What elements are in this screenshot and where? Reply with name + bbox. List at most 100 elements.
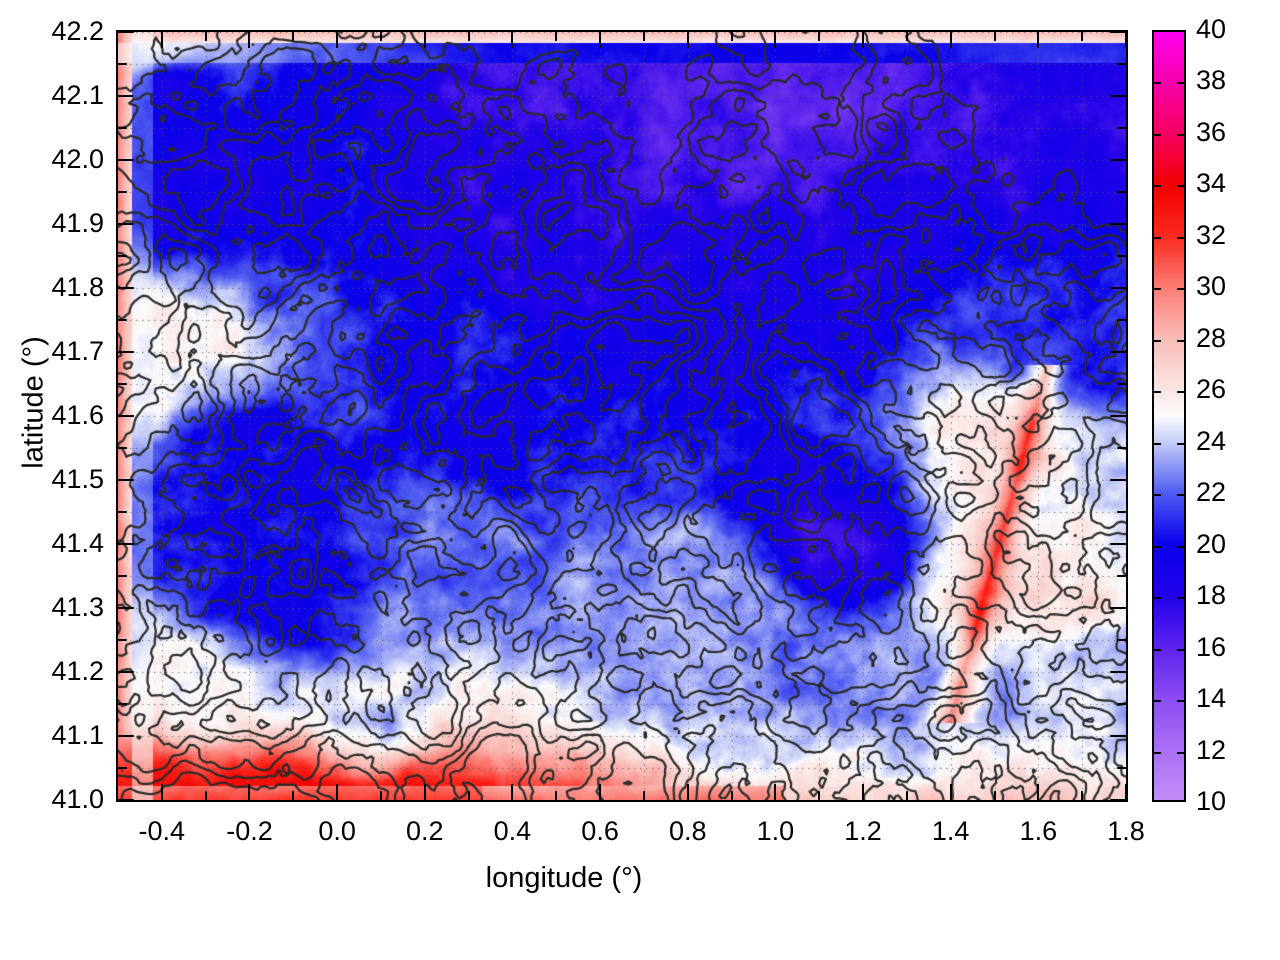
x-tick-label: 1.0 <box>756 816 795 846</box>
y-minor-tick <box>1117 319 1126 321</box>
x-tick-mark <box>336 784 339 800</box>
colorbar-tick-label: 20 <box>1196 528 1227 559</box>
x-tick-mark <box>1125 784 1127 800</box>
y-tick-mark-right <box>1110 287 1126 289</box>
y-tick-mark <box>118 479 134 481</box>
colorbar-tick-mark <box>1154 82 1161 85</box>
colorbar-tick-mark <box>1177 648 1184 651</box>
colorbar <box>1152 30 1186 802</box>
x-minor-tick <box>555 791 558 800</box>
x-tick-label: 0.0 <box>318 816 356 846</box>
y-tick-label: 41.8 <box>51 272 104 302</box>
y-tick-mark-right <box>1110 479 1126 481</box>
x-minor-tick <box>379 32 382 41</box>
x-minor-tick <box>1081 791 1084 800</box>
colorbar-tick-mark <box>1154 442 1161 445</box>
x-tick-mark <box>511 784 514 800</box>
x-tick-mark <box>423 784 426 800</box>
x-minor-tick <box>642 791 645 800</box>
y-tick-mark <box>118 415 134 417</box>
x-tick-label: -0.2 <box>226 816 273 846</box>
colorbar-tick-label: 30 <box>1196 271 1227 302</box>
y-minor-tick <box>1117 255 1126 257</box>
y-minor-tick <box>1117 511 1126 513</box>
y-minor-tick <box>1117 383 1126 385</box>
y-tick-label: 41.0 <box>51 784 104 814</box>
x-minor-tick <box>292 32 295 41</box>
x-tick-mark-top <box>511 32 514 48</box>
x-tick-mark <box>248 784 251 800</box>
plot-area <box>116 30 1128 802</box>
y-tick-label: 42.0 <box>51 144 104 174</box>
x-minor-tick <box>730 32 733 41</box>
colorbar-tick-label: 28 <box>1196 322 1227 353</box>
y-minor-tick <box>118 127 127 129</box>
x-tick-label: 1.8 <box>1107 816 1145 846</box>
colorbar-tick-mark <box>1154 133 1161 136</box>
y-tick-mark-right <box>1110 671 1126 673</box>
y-minor-tick <box>118 383 127 385</box>
y-tick-mark <box>118 159 134 161</box>
x-minor-tick <box>204 32 207 41</box>
y-minor-tick <box>118 255 127 257</box>
colorbar-tick-mark <box>1177 545 1184 548</box>
y-tick-mark <box>118 31 134 33</box>
y-minor-tick <box>118 575 127 577</box>
y-minor-tick <box>1117 767 1126 769</box>
colorbar-tick-label: 14 <box>1196 683 1227 714</box>
x-tick-mark-top <box>1037 32 1040 48</box>
colorbar-tick-mark <box>1154 339 1161 342</box>
colorbar-tick-mark <box>1154 288 1161 291</box>
y-tick-label: 41.5 <box>51 464 104 494</box>
y-tick-label: 41.7 <box>51 336 104 366</box>
colorbar-tick-label: 24 <box>1196 425 1227 456</box>
colorbar-tick-mark <box>1154 391 1161 394</box>
colorbar-tick-label: 40 <box>1196 14 1227 44</box>
x-minor-tick <box>905 791 908 800</box>
x-tick-mark-top <box>774 32 777 48</box>
y-minor-tick <box>1117 639 1126 641</box>
x-tick-label: 1.2 <box>844 816 882 846</box>
x-minor-tick <box>379 791 382 800</box>
colorbar-tick-mark <box>1154 545 1161 548</box>
colorbar-tick-mark <box>1154 751 1161 754</box>
y-tick-label: 41.9 <box>51 208 104 238</box>
y-tick-label: 41.4 <box>51 528 104 558</box>
y-tick-mark-right <box>1110 159 1126 161</box>
x-minor-tick <box>730 791 733 800</box>
y-tick-mark <box>118 351 134 353</box>
colorbar-tick-label: 10 <box>1196 786 1227 816</box>
y-minor-tick <box>1117 191 1126 193</box>
x-minor-tick <box>292 791 295 800</box>
colorbar-tick-mark <box>1177 700 1184 703</box>
x-minor-tick <box>993 791 996 800</box>
x-tick-label: 1.6 <box>1019 816 1058 846</box>
colorbar-tick-mark <box>1177 185 1184 188</box>
y-minor-tick <box>1117 63 1126 65</box>
colorbar-tick-mark <box>1177 236 1184 239</box>
colorbar-tick-label: 22 <box>1196 477 1227 508</box>
y-tick-mark-right <box>1110 223 1126 225</box>
y-tick-mark <box>118 799 134 801</box>
x-tick-mark <box>774 784 777 800</box>
x-tick-mark <box>949 784 952 800</box>
x-tick-mark-top <box>599 32 602 48</box>
colorbar-tick-mark <box>1177 494 1184 497</box>
x-tick-mark <box>686 784 689 800</box>
y-tick-mark-right <box>1110 351 1126 353</box>
colorbar-tick-label: 36 <box>1196 116 1227 147</box>
y-tick-mark-right <box>1110 735 1126 737</box>
colorbar-tick-label: 18 <box>1196 580 1227 611</box>
colorbar-tick-label: 12 <box>1196 734 1227 765</box>
x-minor-tick <box>555 32 558 41</box>
y-tick-label: 41.1 <box>51 720 104 750</box>
colorbar-tick-mark <box>1154 648 1161 651</box>
x-minor-tick <box>905 32 908 41</box>
colorbar-tick-label: 38 <box>1196 65 1227 96</box>
x-minor-tick <box>1081 32 1084 41</box>
y-tick-mark-right <box>1110 799 1126 801</box>
x-tick-label: 0.8 <box>668 816 707 846</box>
y-minor-tick <box>118 319 127 321</box>
x-tick-label: -0.4 <box>138 816 186 846</box>
y-minor-tick <box>1117 127 1126 129</box>
